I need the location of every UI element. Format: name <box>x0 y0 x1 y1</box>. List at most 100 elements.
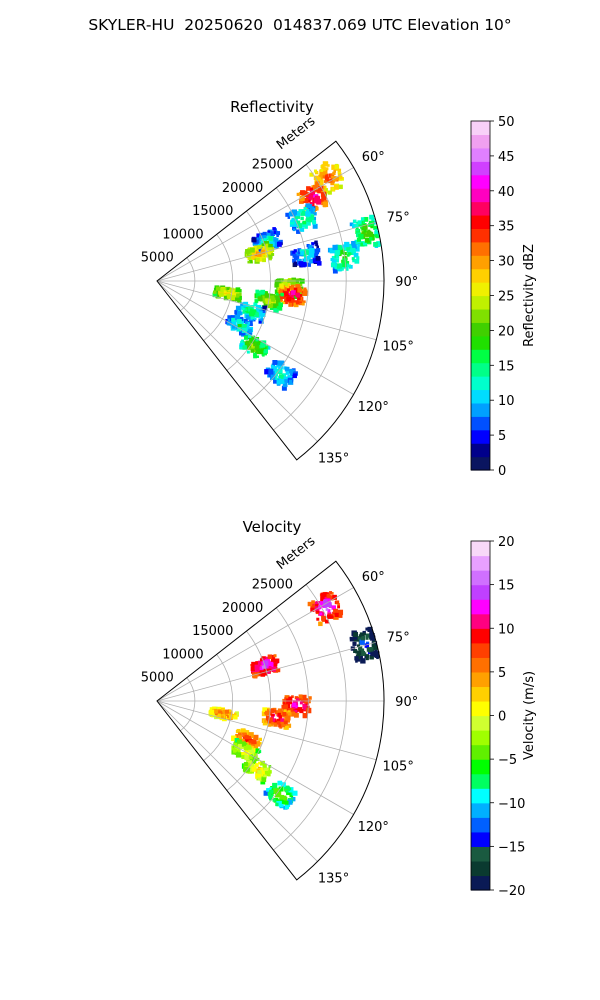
range-ring <box>226 210 271 371</box>
colorbar-swatch <box>471 147 490 162</box>
reflectivity-panel: Reflectivity 5000 10000 15000 20000 25000 Mete… <box>141 98 537 479</box>
colorbar-tick-label: 15 <box>498 579 515 594</box>
azimuth-gridline <box>156 700 354 815</box>
range-ring <box>273 584 347 851</box>
azimuth-gridline <box>156 280 377 341</box>
colorbar-swatch <box>471 389 490 404</box>
colorbar-tick-label: 5 <box>498 429 506 444</box>
colorbar-label: Velocity (m/s) <box>522 671 537 760</box>
colorbar-tick-label: −5 <box>498 753 517 768</box>
colorbar-swatch <box>471 875 490 891</box>
azimuth-tick-label: 60° <box>362 570 385 585</box>
colorbar-tick-label: 40 <box>498 185 515 200</box>
colorbar-swatch <box>471 349 490 364</box>
echo-cell <box>349 626 380 664</box>
colorbar-tick-label: 20 <box>498 324 515 339</box>
range-tick-label: 10000 <box>162 647 203 662</box>
colorbar-swatch <box>471 846 490 862</box>
echo-cell <box>212 285 242 303</box>
range-tick-label: 15000 <box>192 204 233 219</box>
colorbar-swatch <box>471 715 490 731</box>
azimuth-tick-label: 90° <box>395 275 418 290</box>
azimuth-gridline <box>156 700 377 761</box>
colorbar-swatch <box>471 642 490 658</box>
colorbar-swatch <box>471 174 490 189</box>
range-tick-label: 25000 <box>252 578 293 593</box>
colorbar-swatch <box>471 584 490 600</box>
colorbar-tick-label: 0 <box>498 710 506 725</box>
echo-cell <box>239 334 271 359</box>
range-tick-label: 10000 <box>162 227 203 242</box>
colorbar-swatch <box>471 773 490 789</box>
colorbar-tick-label: 20 <box>498 535 515 550</box>
range-tick-label: 25000 <box>252 158 293 173</box>
colorbar-swatch <box>471 201 490 216</box>
colorbar-swatch <box>471 570 490 586</box>
colorbar-tick-label: −10 <box>498 797 525 812</box>
colorbar-swatch <box>471 759 490 775</box>
colorbar-swatch <box>471 161 490 176</box>
colorbar-swatch <box>471 788 490 804</box>
range-ring <box>203 654 234 761</box>
colorbar-tick-label: 25 <box>498 290 515 305</box>
colorbar-swatch <box>471 322 490 337</box>
colorbar: 0 5 10 15 20 25 30 35 40 45 50 Reflectivity dBZ <box>470 115 537 479</box>
colorbar: −20 −15 −10 −5 0 5 10 15 20 Velocity (m/s) <box>470 535 537 899</box>
colorbar-swatch <box>471 628 490 644</box>
range-tick-label: 15000 <box>192 624 233 639</box>
colorbar-swatch <box>471 730 490 746</box>
colorbar-tick-label: 35 <box>498 220 515 235</box>
colorbar-tick-label: −15 <box>498 840 525 855</box>
colorbar-swatch <box>471 541 490 557</box>
colorbar-swatch <box>471 255 490 270</box>
azimuth-tick-label: 135° <box>318 872 349 887</box>
range-ring <box>249 607 309 821</box>
colorbar-swatch <box>471 817 490 833</box>
colorbar-swatch <box>471 686 490 702</box>
azimuth-gridline <box>156 641 377 702</box>
colorbar-tick-label: 15 <box>498 359 515 374</box>
range-tick-label: 5000 <box>141 251 174 266</box>
colorbar-swatch <box>471 308 490 323</box>
azimuth-tick-label: 105° <box>383 760 414 775</box>
colorbar-tick-label: 5 <box>498 666 506 681</box>
range-tick-label: 5000 <box>141 671 174 686</box>
colorbar-swatch <box>471 443 490 458</box>
echo-cell <box>285 203 318 234</box>
echo-cell <box>253 289 284 313</box>
figure-suptitle: SKYLER-HU 20250620 014837.069 UTC Elevat… <box>88 16 512 34</box>
azimuth-tick-label: 75° <box>387 210 410 225</box>
colorbar-swatch <box>471 376 490 391</box>
panel-title: Velocity <box>243 518 302 536</box>
colorbar-tick-label: 50 <box>498 115 515 130</box>
colorbar-swatch <box>471 268 490 283</box>
colorbar-swatch <box>471 744 490 760</box>
colorbar-swatch <box>471 335 490 350</box>
echo-cell <box>250 654 281 679</box>
colorbar-swatch <box>471 456 490 471</box>
colorbar-tick-label: 30 <box>498 255 515 270</box>
colorbar-swatch <box>471 228 490 243</box>
azimuth-gridline <box>156 221 377 282</box>
colorbar-swatch <box>471 613 490 629</box>
echo-cell <box>244 241 275 264</box>
colorbar-tick-label: 45 <box>498 150 515 165</box>
colorbar-swatch <box>471 860 490 877</box>
colorbar-swatch <box>471 555 490 571</box>
azimuth-tick-label: 105° <box>383 340 414 355</box>
azimuth-gridline <box>156 587 354 702</box>
panel-title: Reflectivity <box>230 98 314 116</box>
echo-cell <box>263 780 298 810</box>
range-tick-label: 20000 <box>222 601 263 616</box>
azimuth-tick-label: 120° <box>358 400 389 415</box>
colorbar-swatch <box>471 429 490 444</box>
colorbar-swatch <box>471 599 490 615</box>
colorbar-swatch <box>471 831 490 847</box>
azimuth-tick-label: 90° <box>395 695 418 710</box>
colorbar-swatch <box>471 700 490 717</box>
azimuth-gridline <box>156 280 318 442</box>
range-ring <box>180 257 196 312</box>
colorbar-swatch <box>471 241 490 256</box>
range-ring <box>273 164 347 431</box>
echo-cell <box>296 180 329 215</box>
